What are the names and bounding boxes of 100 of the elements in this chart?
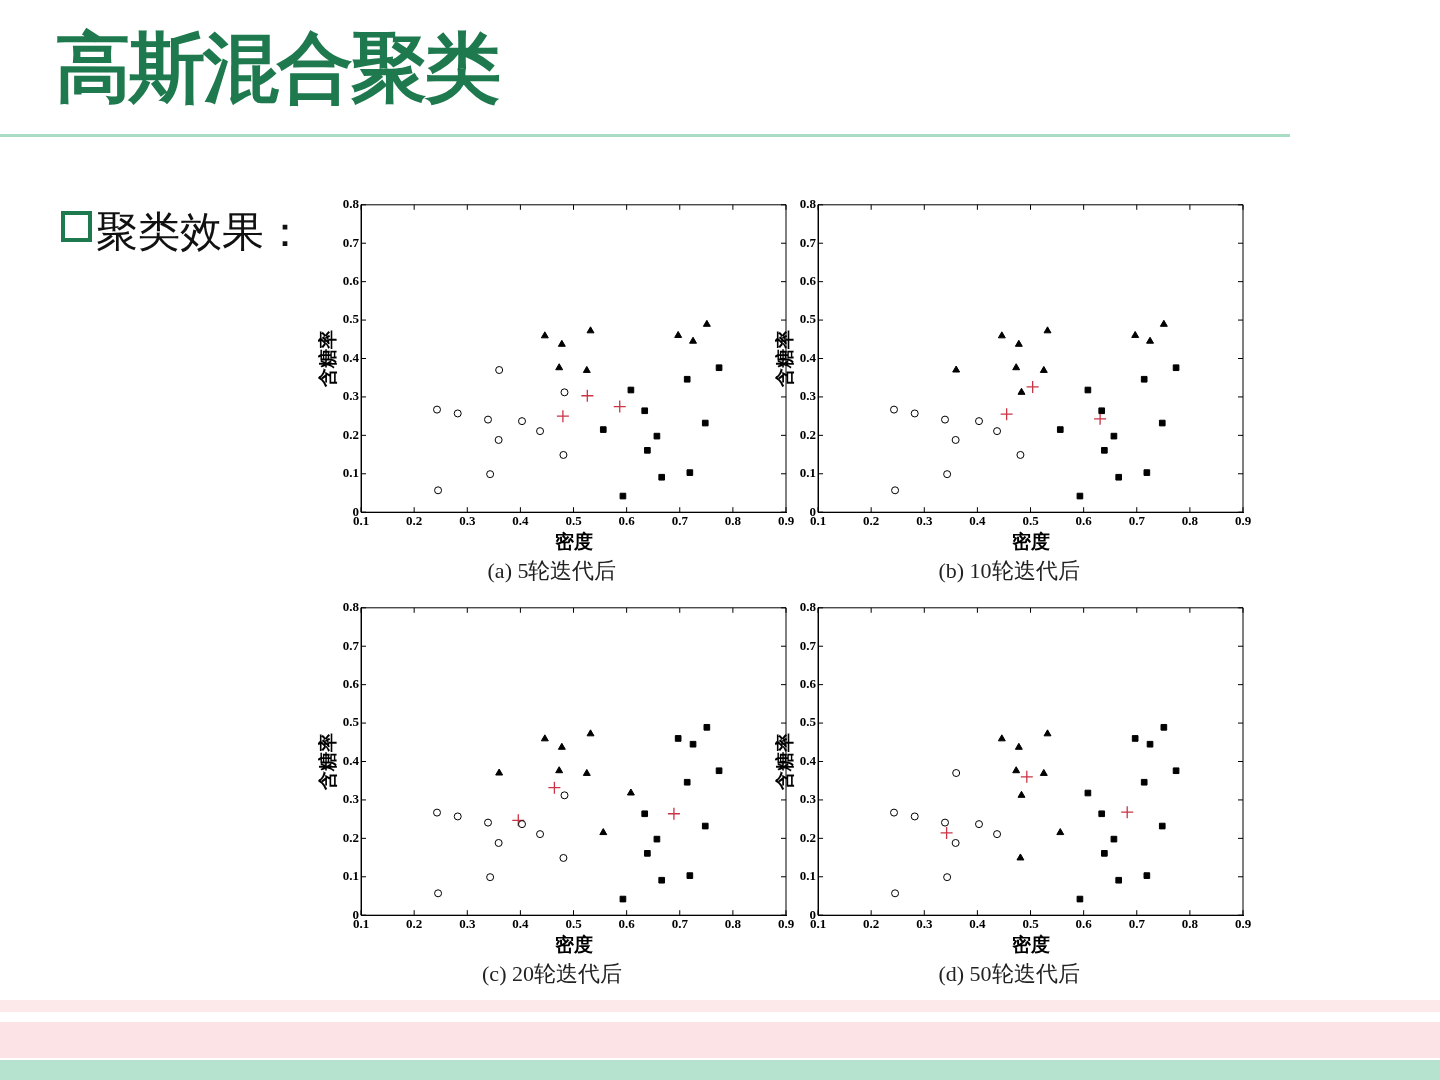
point xyxy=(653,432,661,440)
x-tick-label: 0.4 xyxy=(512,916,530,932)
point xyxy=(952,769,961,778)
point xyxy=(1146,336,1155,344)
point xyxy=(667,807,681,821)
x-tick-label: 0.8 xyxy=(724,513,742,529)
point xyxy=(494,435,503,444)
point xyxy=(993,427,1002,436)
x-tick-label: 0.6 xyxy=(618,916,636,932)
point xyxy=(1056,828,1065,836)
point xyxy=(484,818,492,827)
point xyxy=(1158,822,1166,830)
point xyxy=(1146,740,1154,748)
text: (c) 20轮迭代后 xyxy=(482,960,622,986)
x-tick-label: 0.8 xyxy=(724,916,742,932)
point xyxy=(674,330,683,338)
point xyxy=(1131,735,1139,742)
y-tick-label: 0.7 xyxy=(342,234,360,250)
point xyxy=(975,820,983,829)
point xyxy=(619,895,627,903)
point xyxy=(557,339,566,347)
x-axis-title: 密度 xyxy=(1011,531,1050,553)
point xyxy=(997,331,1006,339)
point xyxy=(939,826,954,840)
y-tick-label: 0.3 xyxy=(342,388,360,404)
x-tick-label: 0.4 xyxy=(969,916,987,932)
point xyxy=(641,810,649,818)
point xyxy=(1093,412,1107,426)
x-tick-label: 0.7 xyxy=(1128,916,1146,932)
point xyxy=(951,838,960,847)
point xyxy=(1131,330,1140,338)
y-tick-label: 0.2 xyxy=(799,829,817,845)
point xyxy=(1017,387,1026,395)
y-tick-label: 0.4 xyxy=(799,349,817,365)
point xyxy=(484,415,492,424)
point xyxy=(683,375,691,383)
x-tick-label: 0.7 xyxy=(1128,513,1146,529)
x-tick-label: 0.8 xyxy=(1181,916,1199,932)
x-axis-title: 密度 xyxy=(1011,934,1050,956)
x-tick-label: 0.2 xyxy=(863,916,880,932)
point xyxy=(701,419,709,427)
point xyxy=(1158,419,1166,427)
y-axis-title: 含糖率 xyxy=(317,330,339,388)
x-tick-label: 0.2 xyxy=(863,513,880,529)
point xyxy=(1039,768,1048,776)
point xyxy=(1115,473,1123,481)
point xyxy=(547,780,562,795)
x-axis-title: 密度 xyxy=(554,934,593,956)
text: 聚类效果： xyxy=(96,206,306,258)
x-axis-title: 密度 xyxy=(554,531,593,553)
point xyxy=(540,331,549,339)
point xyxy=(715,767,723,775)
y-axis-title: 含糖率 xyxy=(317,733,339,791)
point xyxy=(582,768,591,776)
point xyxy=(653,835,661,843)
x-tick-label: 0.5 xyxy=(1022,513,1040,529)
point xyxy=(599,426,607,433)
point xyxy=(701,822,709,830)
y-tick-label: 0.3 xyxy=(342,791,360,807)
point xyxy=(1016,853,1025,861)
point xyxy=(890,808,899,817)
point xyxy=(560,388,569,397)
y-tick-label: 0.4 xyxy=(799,752,817,768)
y-tick-label: 0.6 xyxy=(342,676,360,692)
y-axis-title: 含糖率 xyxy=(774,330,796,388)
point xyxy=(555,363,564,371)
text: (a) 5轮迭代后 xyxy=(487,557,617,583)
point xyxy=(689,740,697,748)
point xyxy=(559,853,568,862)
point xyxy=(997,734,1006,742)
y-tick-label: 0.4 xyxy=(342,752,360,768)
point xyxy=(1076,895,1084,903)
y-axis-title: 含糖率 xyxy=(774,733,796,791)
point xyxy=(1172,364,1180,372)
point xyxy=(951,435,960,444)
x-tick-label: 0.6 xyxy=(1075,916,1093,932)
point xyxy=(658,473,666,481)
y-tick-label: 0.6 xyxy=(799,273,817,289)
point xyxy=(580,389,594,403)
point xyxy=(1076,492,1084,500)
y-tick-label: 0.8 xyxy=(342,196,360,212)
point xyxy=(703,723,711,731)
x-tick-label: 0.7 xyxy=(671,513,689,529)
y-tick-label: 0.2 xyxy=(342,829,360,845)
y-tick-label: 0.1 xyxy=(342,868,360,884)
x-tick-label: 0.8 xyxy=(1181,513,1199,529)
point xyxy=(644,850,651,857)
y-tick-label: 0.6 xyxy=(342,273,360,289)
point xyxy=(495,768,504,776)
point xyxy=(1039,365,1048,373)
point xyxy=(1014,742,1023,750)
point xyxy=(1098,407,1106,415)
point xyxy=(1056,426,1064,433)
point xyxy=(1143,469,1151,476)
point xyxy=(1043,326,1052,334)
point xyxy=(586,729,595,737)
x-tick-label: 0.5 xyxy=(565,916,583,932)
y-tick-label: 0.8 xyxy=(342,599,360,615)
y-tick-label: 0.3 xyxy=(799,791,817,807)
y-tick-label: 0.8 xyxy=(799,599,817,615)
